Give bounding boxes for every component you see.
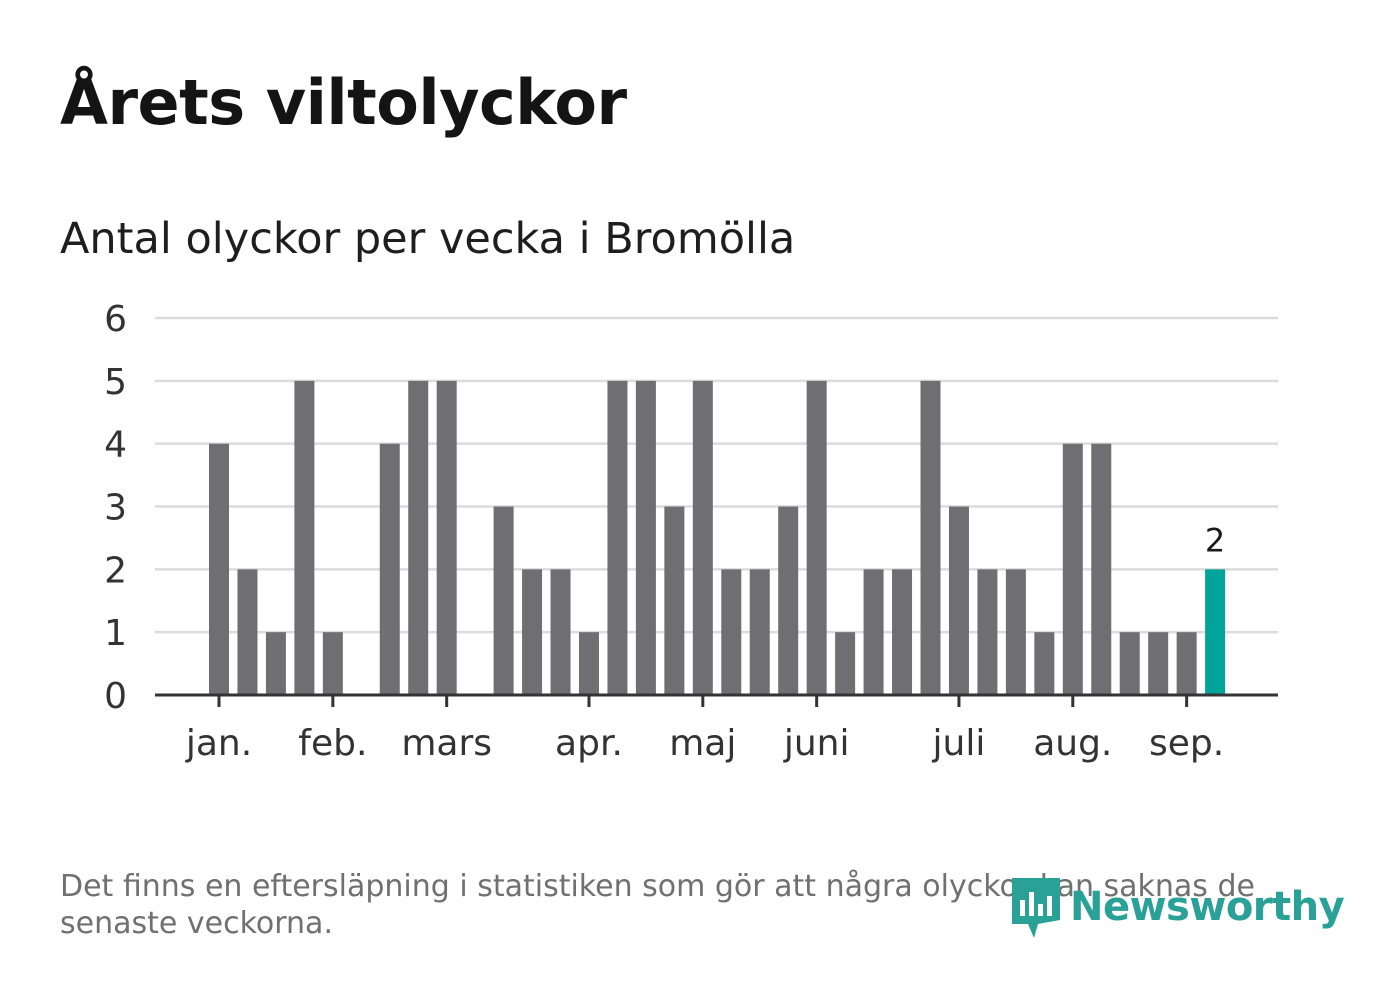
newsworthy-logo: Newsworthy: [1010, 874, 1345, 940]
bar: [721, 569, 742, 695]
bar: [436, 380, 457, 695]
bar: [209, 443, 229, 695]
bar: [408, 380, 429, 695]
x-tick-label: mars: [401, 723, 492, 764]
bar: [1205, 569, 1226, 695]
bar: [863, 569, 884, 695]
bar: [835, 632, 856, 695]
bar: [1062, 443, 1083, 695]
x-tick-label: juni: [783, 723, 850, 764]
bar: [237, 569, 258, 695]
y-tick-label: 4: [104, 425, 127, 466]
bar: [265, 632, 286, 695]
x-axis-month-labels: jan. feb. mars apr. maj juni juli aug. sep.: [185, 723, 1224, 764]
bar: [1091, 443, 1112, 695]
bar: [294, 380, 315, 695]
y-tick-label: 5: [104, 362, 127, 403]
bar: [948, 506, 969, 695]
bar: [692, 380, 713, 695]
bar: [778, 506, 799, 695]
bar: [493, 506, 514, 695]
chart-subtitle: Antal olyckor per vecka i Bromölla: [60, 214, 796, 264]
chart-title: Årets viltolyckor: [60, 66, 627, 139]
bar: [749, 569, 770, 695]
newsworthy-logo-icon: [1012, 878, 1060, 938]
y-tick-label: 6: [104, 299, 127, 340]
bar: [1148, 632, 1169, 695]
y-tick-label: 3: [104, 488, 127, 529]
newsworthy-logo-text: Newsworthy: [1070, 884, 1345, 930]
bar: [1176, 632, 1197, 695]
bar: [578, 632, 599, 695]
x-tick-label: jan.: [185, 723, 252, 764]
bar: [550, 569, 571, 695]
highlight-data-label: 2: [1205, 521, 1225, 559]
y-tick-label: 2: [104, 550, 127, 591]
x-tick-label: maj: [669, 723, 736, 764]
bar: [806, 380, 827, 695]
x-tick-label: juli: [932, 723, 986, 764]
bar: [1119, 632, 1140, 695]
bar: [522, 569, 543, 695]
bar: [1005, 569, 1026, 695]
x-tick-label: apr.: [555, 723, 623, 764]
bar: [379, 443, 400, 695]
bar: [607, 380, 628, 695]
bar-chart: 0 1 2 3 4 5 6 jan. feb. mars apr. maj juni juli aug. s…: [104, 299, 1278, 764]
bar: [664, 506, 685, 695]
x-tick-label: feb.: [298, 723, 367, 764]
bars: [209, 380, 1226, 695]
bar: [322, 632, 343, 695]
y-tick-label: 1: [104, 613, 127, 654]
bar: [920, 380, 941, 695]
bar: [1034, 632, 1055, 695]
x-tick-label: sep.: [1149, 723, 1224, 764]
bar: [977, 569, 998, 695]
x-axis: [155, 693, 1278, 707]
annotations: 2: [1205, 521, 1225, 559]
bar: [892, 569, 913, 695]
y-axis-tick-labels: 0 1 2 3 4 5 6: [104, 299, 127, 717]
x-tick-label: aug.: [1033, 723, 1112, 764]
bar: [635, 380, 656, 695]
y-tick-label: 0: [104, 676, 127, 717]
